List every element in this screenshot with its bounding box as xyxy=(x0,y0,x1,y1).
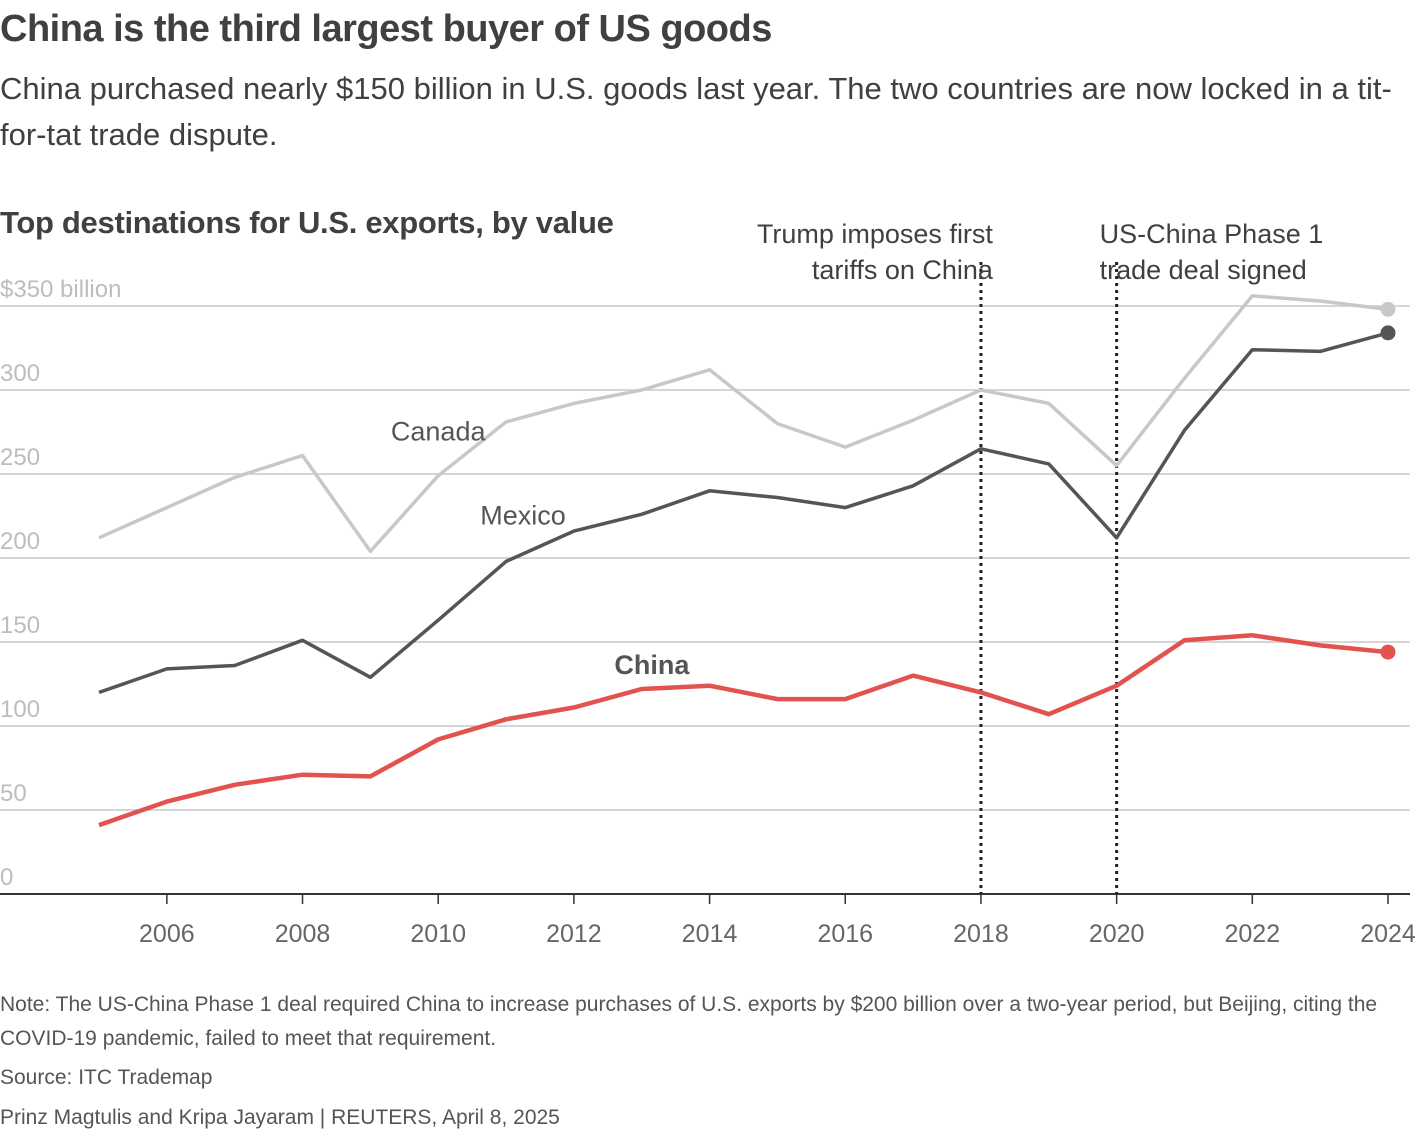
x-tick-label-2022: 2022 xyxy=(1225,920,1281,948)
headline: China is the third largest buyer of US g… xyxy=(0,8,772,50)
series-layer xyxy=(98,294,1396,828)
x-tick-label-2008: 2008 xyxy=(275,920,331,948)
x-tick-label-2014: 2014 xyxy=(682,920,738,948)
x-tick-label-2012: 2012 xyxy=(546,920,602,948)
grid-layer: 0 50 100 150 200 250 300 $350 billion 2006 2008 20… xyxy=(0,276,1416,948)
subtitle: China purchased nearly $150 billion in U… xyxy=(0,71,1392,152)
series-line-mexico xyxy=(98,331,1389,695)
series-line-china xyxy=(98,633,1389,828)
y-tick-label-150: 150 xyxy=(0,612,40,639)
y-tick-label-0: 0 xyxy=(0,864,13,891)
source-line: Source: ITC Trademap xyxy=(0,1066,213,1089)
chart-title: Top destinations for U.S. exports, by va… xyxy=(0,205,614,240)
y-tick-label-350: $350 billion xyxy=(0,276,121,303)
series-line-canada xyxy=(98,294,1389,554)
annotation-layer: Trump imposes first tariffs on China US-Ch… xyxy=(757,219,1323,894)
annotation-text-2018-1: tariffs on China xyxy=(812,255,994,285)
y-tick-label-100: 100 xyxy=(0,696,40,723)
annotation-text-2020-1: trade deal signed xyxy=(1100,255,1307,285)
series-end-dot-china xyxy=(1380,644,1396,660)
x-tick-label-2020: 2020 xyxy=(1089,920,1145,948)
annotation-text-2020-0: US-China Phase 1 xyxy=(1100,219,1324,249)
x-tick-label-2006: 2006 xyxy=(139,920,195,948)
x-tick-label-2016: 2016 xyxy=(817,920,873,948)
series-label-canada: Canada xyxy=(391,416,487,446)
x-tick-label-2024: 2024 xyxy=(1360,920,1416,948)
line-chart: 0 50 100 150 200 250 300 $350 billion 2006 2008 20… xyxy=(0,219,1416,948)
x-tick-label-2018: 2018 xyxy=(953,920,1009,948)
x-tick-label-2010: 2010 xyxy=(410,920,466,948)
y-tick-label-200: 200 xyxy=(0,528,40,555)
credit-line: Prinz Magtulis and Kripa Jayaram | REUTE… xyxy=(0,1106,560,1129)
footnote: Note: The US-China Phase 1 deal required… xyxy=(0,993,1378,1050)
annotation-text-2018-0: Trump imposes first xyxy=(757,219,994,249)
series-end-dot-canada xyxy=(1380,301,1396,317)
y-tick-label-300: 300 xyxy=(0,360,40,387)
y-tick-label-250: 250 xyxy=(0,444,40,471)
series-label-china: China xyxy=(614,650,690,680)
label-layer: Canada Mexico China xyxy=(391,416,690,680)
series-label-mexico: Mexico xyxy=(480,500,566,530)
y-tick-label-50: 50 xyxy=(0,780,27,807)
series-end-dot-mexico xyxy=(1380,325,1396,341)
